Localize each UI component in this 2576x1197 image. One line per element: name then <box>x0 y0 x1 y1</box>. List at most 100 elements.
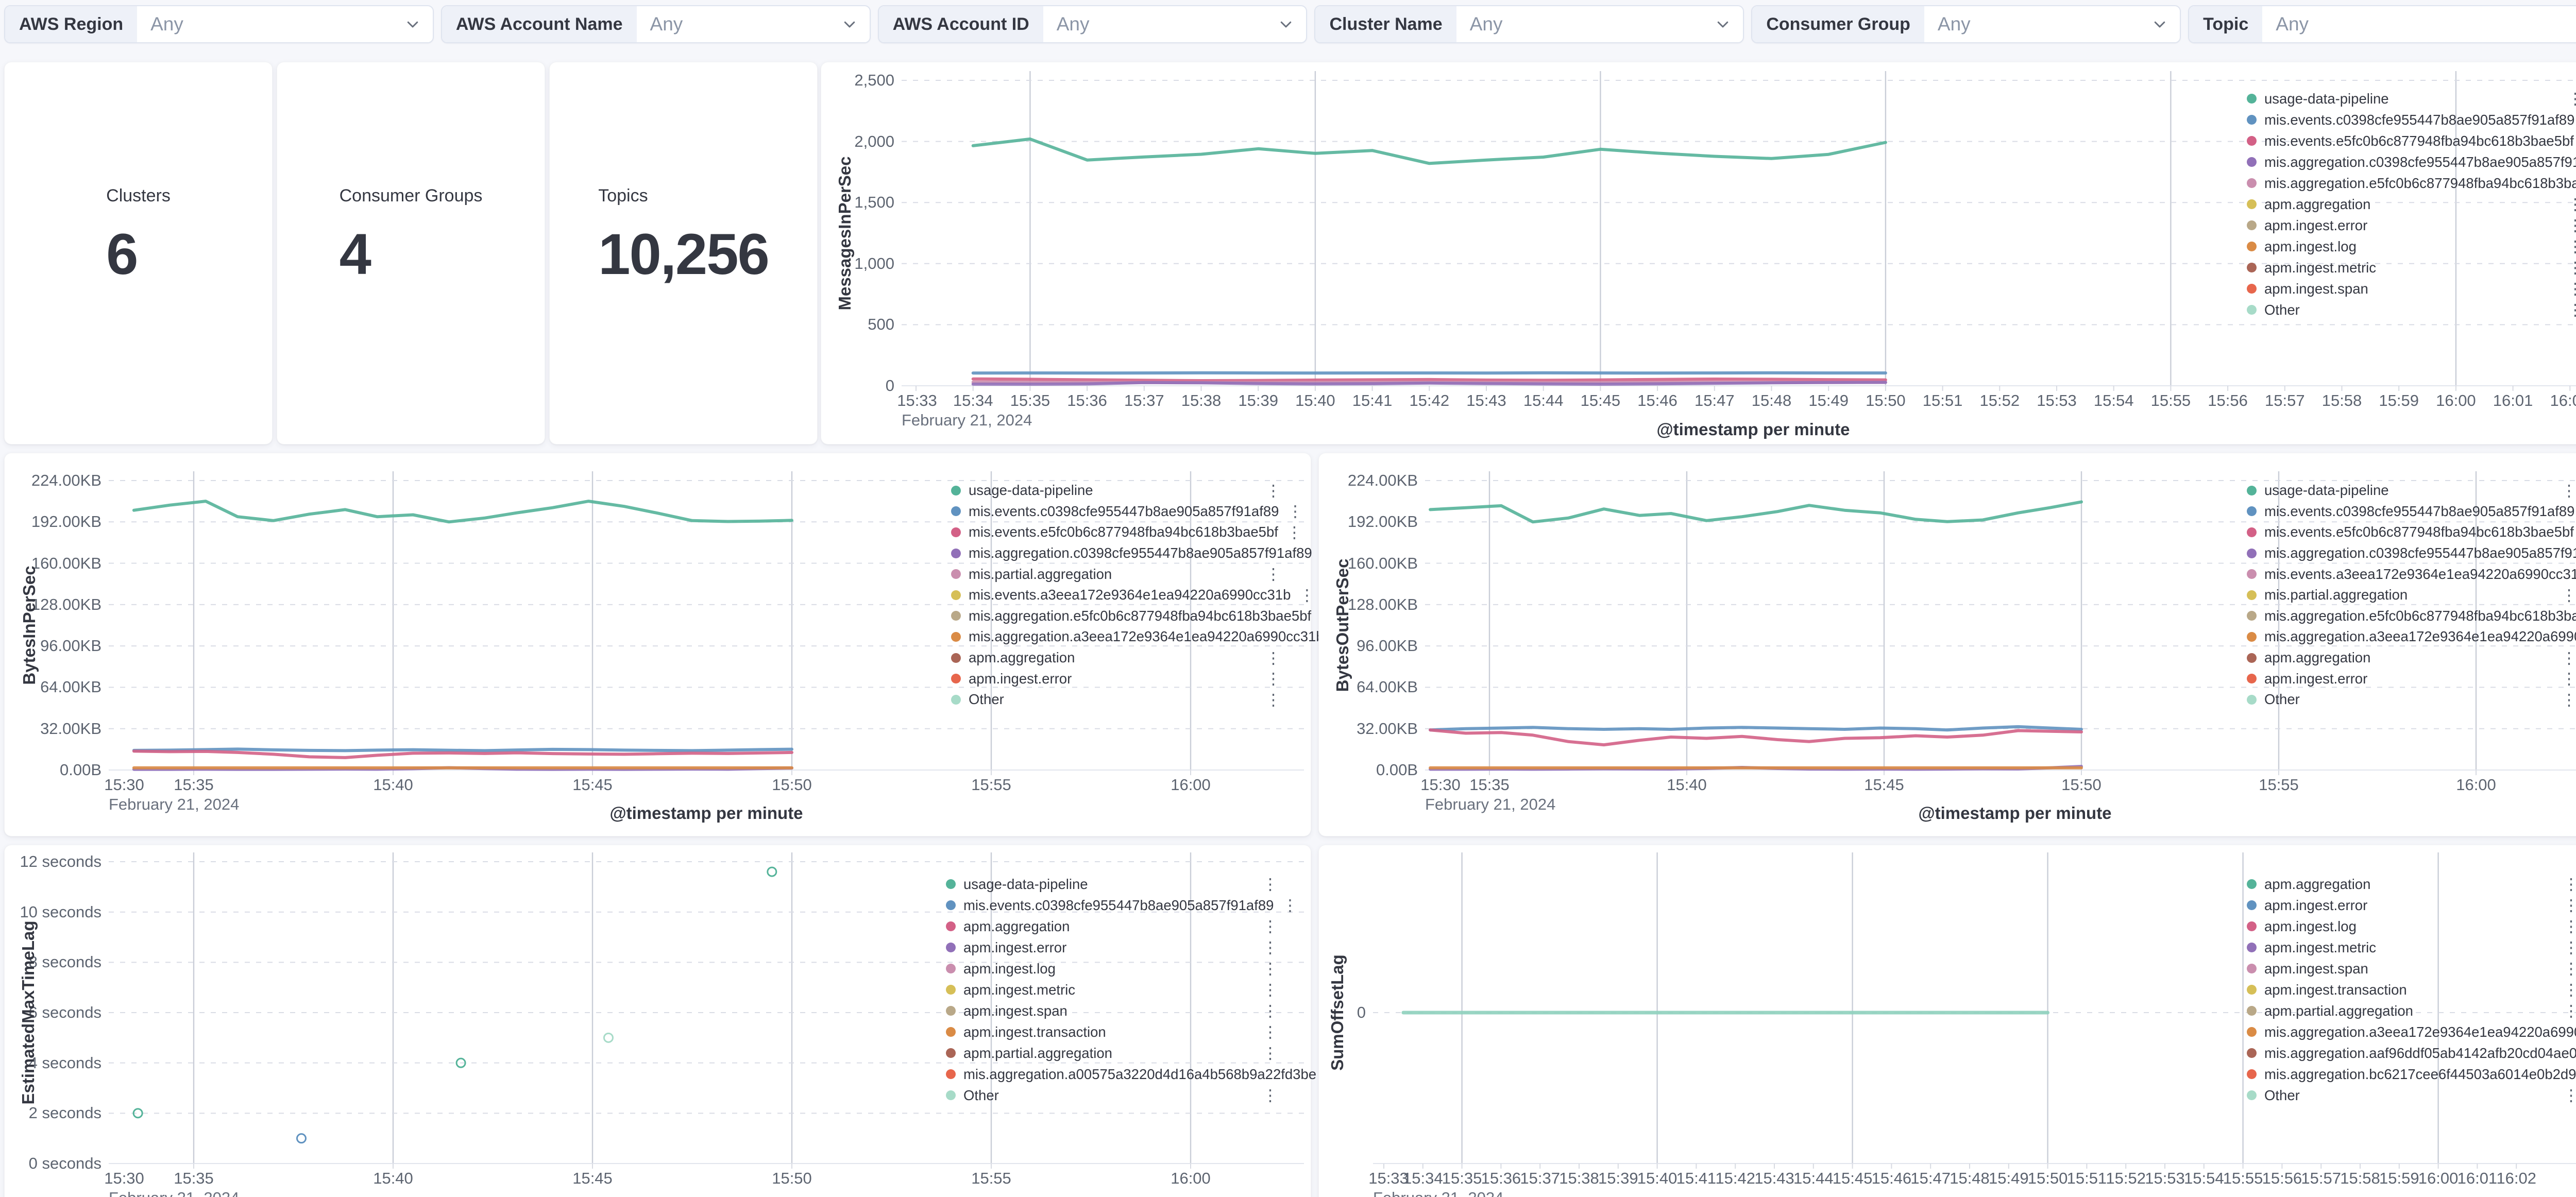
legend-item-actions-icon[interactable]: ⋮ <box>2567 301 2576 319</box>
legend-item-label[interactable]: apm.ingest.error <box>969 670 1072 687</box>
scatter-point-mis-events-c0398cfe955447b8ae905a857f91af89[interactable] <box>296 1133 307 1144</box>
legend-item-apm-ingest-error[interactable]: apm.ingest.error ⋮ <box>946 937 1282 958</box>
legend-item-label[interactable]: mis.aggregation.aaf96ddf05ab4142afb20cd0… <box>2264 1045 2576 1061</box>
legend-item-actions-icon[interactable]: ⋮ <box>2567 237 2576 255</box>
legend-item-label[interactable]: mis.events.c0398cfe955447b8ae905a857f91a… <box>2264 503 2575 519</box>
legend-item-label[interactable]: mis.aggregation.a3eea172e9364e1ea94220a6… <box>2264 1023 2576 1040</box>
legend-item-actions-icon[interactable]: ⋮ <box>2567 90 2576 108</box>
legend-item-mis-aggregation-c0398cfe955447b8ae905a857f91af89[interactable]: mis.aggregation.c0398cfe955447b8ae905a85… <box>951 543 1336 564</box>
legend-item-label[interactable]: mis.events.a3eea172e9364e1ea94220a6990cc… <box>2264 566 2576 582</box>
legend-item-mis-aggregation-e5fc0b6c877948fba94bc618b3bae5bf[interactable]: mis.aggregation.e5fc0b6c877948fba94bc618… <box>951 606 1335 627</box>
legend-item-mis-events-e5fc0b6c877948fba94bc618b3bae5bf[interactable]: mis.events.e5fc0b6c877948fba94bc618b3bae… <box>2247 522 2576 543</box>
legend-item-label[interactable]: apm.ingest.log <box>2264 238 2357 254</box>
filter-consumer-group[interactable]: Consumer Group Any <box>1751 5 2181 43</box>
legend-item-label[interactable]: mis.events.c0398cfe955447b8ae905a857f91a… <box>2264 111 2575 128</box>
legend-item-actions-icon[interactable]: ⋮ <box>2563 896 2576 914</box>
legend-item-label[interactable]: mis.aggregation.c0398cfe955447b8ae905a85… <box>969 545 1312 561</box>
filter-selected-value[interactable]: Any <box>2276 13 2309 35</box>
scatter-point-usage-data-pipeline[interactable] <box>132 1108 143 1119</box>
legend-item-apm-ingest-transaction[interactable]: apm.ingest.transaction ⋮ <box>946 1021 1282 1042</box>
legend-item-label[interactable]: apm.ingest.error <box>2264 217 2368 233</box>
legend-item-other[interactable]: Other ⋮ <box>2247 299 2576 320</box>
chart-plot-area[interactable] <box>5 845 1311 1197</box>
legend-item-label[interactable]: mis.aggregation.c0398cfe955447b8ae905a85… <box>2264 545 2576 561</box>
legend-item-usage-data-pipeline[interactable]: usage-data-pipeline ⋮ <box>2247 88 2576 109</box>
legend-item-mis-aggregation-bc6217cee6f44503a6014e0b2d989a7e[interactable]: mis.aggregation.bc6217cee6f44503a6014e0b… <box>2247 1064 2576 1085</box>
filter-selected-value[interactable]: Any <box>1056 13 1090 35</box>
legend-item-actions-icon[interactable]: ⋮ <box>2563 938 2576 956</box>
legend-item-actions-icon[interactable]: ⋮ <box>1265 670 1282 688</box>
legend-item-other[interactable]: Other ⋮ <box>2247 1085 2576 1106</box>
bytesoutpersec-chart[interactable]: 0.00B 32.00KB 64.00KB 96.00KB 128.00KB 160.00… <box>1319 453 2576 836</box>
legend-item-label[interactable]: Other <box>963 1087 999 1103</box>
legend-item-label[interactable]: mis.aggregation.e5fc0b6c877948fba94bc618… <box>2264 175 2576 191</box>
legend-item-label[interactable]: mis.events.e5fc0b6c877948fba94bc618b3bae… <box>2264 524 2574 540</box>
legend-item-other[interactable]: Other ⋮ <box>2247 689 2576 710</box>
legend-item-apm-aggregation[interactable]: apm.aggregation ⋮ <box>2247 194 2576 215</box>
legend-item-apm-partial-aggregation[interactable]: apm.partial.aggregation ⋮ <box>946 1042 1282 1064</box>
legend-item-usage-data-pipeline[interactable]: usage-data-pipeline ⋮ <box>2247 480 2576 501</box>
filter-aws-account-id[interactable]: AWS Account ID Any <box>877 5 1308 43</box>
legend-item-mis-events-c0398cfe955447b8ae905a857f91af89[interactable]: mis.events.c0398cfe955447b8ae905a857f91a… <box>2247 109 2576 130</box>
scatter-point-usage-data-pipeline[interactable] <box>455 1057 466 1068</box>
legend-item-actions-icon[interactable]: ⋮ <box>2567 195 2576 213</box>
legend-item-label[interactable]: mis.aggregation.a3eea172e9364e1ea94220a6… <box>2264 628 2576 645</box>
legend-item-actions-icon[interactable]: ⋮ <box>1286 523 1303 541</box>
legend-item-label[interactable]: mis.aggregation.a00575a3220d4d16a4b568b9… <box>963 1066 1317 1082</box>
legend-item-label[interactable]: usage-data-pipeline <box>963 876 1088 892</box>
legend-item-apm-ingest-span[interactable]: apm.ingest.span ⋮ <box>2247 958 2576 979</box>
legend-item-label[interactable]: apm.ingest.error <box>2264 670 2368 687</box>
legend-item-label[interactable]: mis.aggregation.e5fc0b6c877948fba94bc618… <box>2264 607 2576 624</box>
chart-plot-area[interactable] <box>821 62 2576 444</box>
filter-selected-value[interactable]: Any <box>150 13 183 35</box>
legend-item-mis-partial-aggregation[interactable]: mis.partial.aggregation ⋮ <box>951 563 1285 585</box>
legend-item-actions-icon[interactable]: ⋮ <box>1262 938 1279 956</box>
legend-item-mis-aggregation-a3eea172e9364e1ea94220a6990cc31b[interactable]: mis.aggregation.a3eea172e9364e1ea94220a6… <box>951 626 1348 647</box>
legend-item-label[interactable]: Other <box>2264 1087 2300 1103</box>
filter-selected-value[interactable]: Any <box>650 13 683 35</box>
legend-item-actions-icon[interactable]: ⋮ <box>1262 960 1279 978</box>
legend-item-label[interactable]: apm.ingest.span <box>2264 280 2368 297</box>
legend-item-actions-icon[interactable]: ⋮ <box>1262 875 1279 893</box>
legend-item-other[interactable]: Other ⋮ <box>951 689 1285 710</box>
bytesinpersec-chart[interactable]: 0.00B 32.00KB 64.00KB 96.00KB 128.00KB 160.00… <box>5 453 1348 836</box>
legend-item-mis-events-a3eea172e9364e1ea94220a6990cc31b[interactable]: mis.events.a3eea172e9364e1ea94220a6990cc… <box>951 585 1315 606</box>
legend-item-apm-aggregation[interactable]: apm.aggregation ⋮ <box>946 916 1282 937</box>
legend-item-mis-aggregation-a3eea172e9364e1ea94220a6990cc31b[interactable]: mis.aggregation.a3eea172e9364e1ea94220a6… <box>2247 626 2576 647</box>
legend-item-mis-events-a3eea172e9364e1ea94220a6990cc31b[interactable]: mis.events.a3eea172e9364e1ea94220a6990cc… <box>2247 563 2576 585</box>
legend-item-actions-icon[interactable]: ⋮ <box>2563 875 2576 893</box>
legend-item-actions-icon[interactable]: ⋮ <box>2561 481 2576 500</box>
legend-item-label[interactable]: apm.ingest.metric <box>963 981 1076 998</box>
legend-item-actions-icon[interactable]: ⋮ <box>1262 917 1279 935</box>
legend-item-label[interactable]: apm.aggregation <box>2264 196 2371 212</box>
legend-item-usage-data-pipeline[interactable]: usage-data-pipeline ⋮ <box>946 874 1282 895</box>
estimatedmaxtimelag-chart[interactable]: 0 seconds 2 seconds 4 seconds 6 seconds 8 se… <box>5 845 1341 1197</box>
legend-item-mis-aggregation-aaf96ddf05ab4142afb20cd04ae0312b[interactable]: mis.aggregation.aaf96ddf05ab4142afb20cd0… <box>2247 1042 2576 1064</box>
legend-item-label[interactable]: mis.partial.aggregation <box>2264 587 2408 603</box>
legend-item-mis-aggregation-e5fc0b6c877948fba94bc618b3bae5bf[interactable]: mis.aggregation.e5fc0b6c877948fba94bc618… <box>2247 606 2576 627</box>
legend-item-mis-aggregation-c0398cfe955447b8ae905a857f91af89[interactable]: mis.aggregation.c0398cfe955447b8ae905a85… <box>2247 543 2576 564</box>
legend-item-mis-aggregation-e5fc0b6c877948fba94bc618b3bae5bf[interactable]: mis.aggregation.e5fc0b6c877948fba94bc618… <box>2247 173 2576 194</box>
chart-plot-area[interactable] <box>1319 845 2576 1197</box>
legend-item-label[interactable]: apm.ingest.transaction <box>963 1023 1106 1040</box>
legend-item-label[interactable]: Other <box>2264 301 2300 318</box>
legend-item-apm-ingest-error[interactable]: apm.ingest.error ⋮ <box>2247 215 2576 236</box>
legend-item-actions-icon[interactable]: ⋮ <box>1262 981 1279 999</box>
legend-item-actions-icon[interactable]: ⋮ <box>1262 1044 1279 1062</box>
legend-item-apm-ingest-log[interactable]: apm.ingest.log ⋮ <box>2247 916 2576 937</box>
legend-item-label[interactable]: apm.aggregation <box>963 918 1070 934</box>
legend-item-label[interactable]: mis.events.a3eea172e9364e1ea94220a6990cc… <box>969 587 1291 603</box>
legend-item-label[interactable]: apm.ingest.error <box>963 939 1067 955</box>
legend-item-mis-aggregation-a3eea172e9364e1ea94220a6990cc31b[interactable]: mis.aggregation.a3eea172e9364e1ea94220a6… <box>2247 1021 2576 1042</box>
legend-item-actions-icon[interactable]: ⋮ <box>1262 1086 1279 1104</box>
legend-item-actions-icon[interactable]: ⋮ <box>2563 917 2576 935</box>
legend-item-actions-icon[interactable]: ⋮ <box>2563 960 2576 978</box>
legend-item-label[interactable]: mis.aggregation.e5fc0b6c877948fba94bc618… <box>969 607 1312 624</box>
legend-item-apm-aggregation[interactable]: apm.aggregation ⋮ <box>2247 874 2576 895</box>
legend-item-label[interactable]: mis.partial.aggregation <box>969 566 1112 582</box>
chart-plot-area[interactable] <box>5 453 1311 836</box>
legend-item-label[interactable]: apm.partial.aggregation <box>963 1045 1112 1061</box>
legend-item-mis-partial-aggregation[interactable]: mis.partial.aggregation ⋮ <box>2247 585 2576 606</box>
filter-selected-value[interactable]: Any <box>1469 13 1503 35</box>
legend-item-mis-aggregation-c0398cfe955447b8ae905a857f91af89[interactable]: mis.aggregation.c0398cfe955447b8ae905a85… <box>2247 151 2576 173</box>
